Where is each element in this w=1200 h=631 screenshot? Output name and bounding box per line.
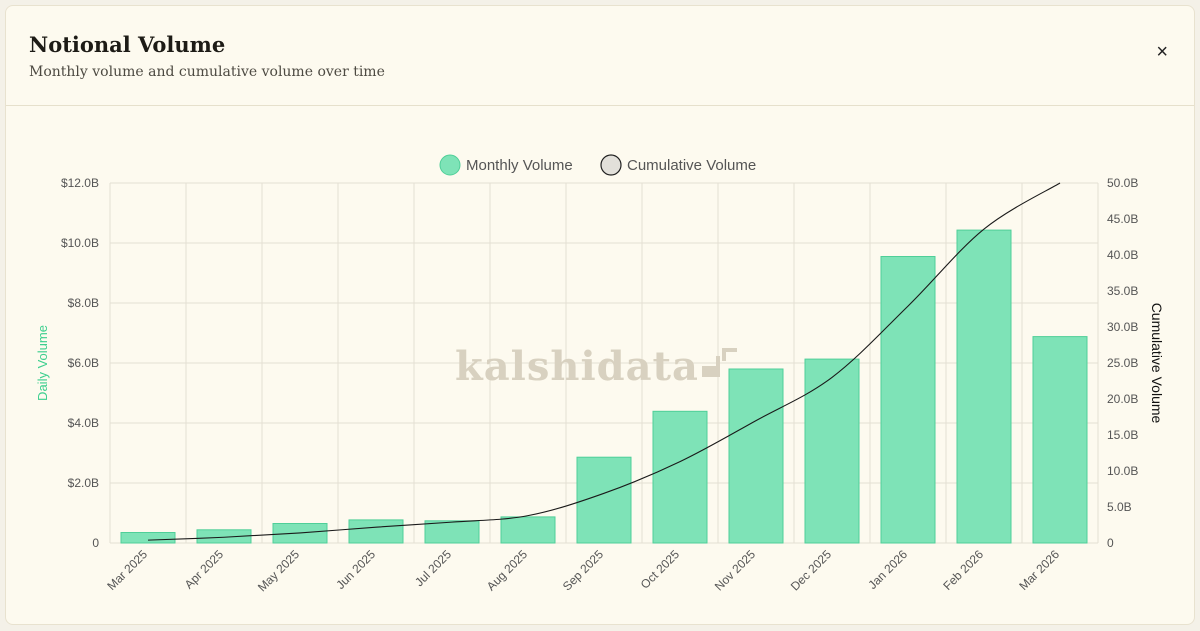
bar-monthly-volume bbox=[728, 368, 784, 544]
right-axis-tick-label: 0 bbox=[1107, 536, 1114, 550]
right-axis-tick-label: 45.0B bbox=[1107, 212, 1138, 226]
x-axis-tick-label: Mar 2025 bbox=[104, 547, 150, 593]
legend-swatch-cumulative-volume bbox=[600, 154, 622, 176]
watermark-logo-mark bbox=[722, 348, 737, 361]
right-axis-tick-label: 5.0B bbox=[1107, 500, 1132, 514]
watermark-text: kalshidata bbox=[455, 343, 699, 390]
x-axis-tick-label: Jul 2025 bbox=[412, 547, 454, 589]
legend-label-cumulative-volume: Cumulative Volume bbox=[627, 157, 756, 174]
x-axis-tick-label: Dec 2025 bbox=[788, 547, 834, 593]
right-axis-tick-label: 10.0B bbox=[1107, 464, 1138, 478]
bar-monthly-volume bbox=[652, 410, 708, 544]
x-axis-tick-label: Jan 2026 bbox=[865, 547, 910, 592]
bar-monthly-volume bbox=[500, 516, 556, 544]
modal-header: Notional Volume Monthly volume and cumul… bbox=[6, 6, 1194, 106]
right-axis-tick-label: 30.0B bbox=[1107, 320, 1138, 334]
legend-label-monthly-volume: Monthly Volume bbox=[466, 157, 573, 174]
left-axis-tick-label: 0 bbox=[92, 536, 99, 550]
right-axis-tick-label: 20.0B bbox=[1107, 392, 1138, 406]
left-axis-tick-label: $12.0B bbox=[61, 176, 99, 190]
x-axis-tick-label: Oct 2025 bbox=[638, 547, 683, 592]
bar-monthly-volume bbox=[196, 529, 252, 544]
bar-monthly-volume bbox=[348, 519, 404, 544]
left-axis-title: Daily Volume bbox=[35, 325, 50, 401]
x-axis-tick-label: Feb 2026 bbox=[940, 547, 986, 593]
right-axis-tick-label: 35.0B bbox=[1107, 284, 1138, 298]
bar-monthly-volume bbox=[424, 520, 480, 544]
bar-monthly-volume bbox=[956, 229, 1012, 544]
x-axis-tick-label: Jun 2025 bbox=[333, 547, 378, 592]
right-axis-tick-label: 25.0B bbox=[1107, 356, 1138, 370]
legend-swatch-monthly-volume bbox=[439, 154, 461, 176]
x-axis-tick-label: Aug 2025 bbox=[484, 547, 530, 593]
right-axis-title: Cumulative Volume bbox=[1149, 303, 1165, 424]
left-axis-tick-label: $10.0B bbox=[61, 236, 99, 250]
x-axis-tick-label: Sep 2025 bbox=[560, 547, 606, 593]
left-axis-tick-label: $4.0B bbox=[68, 416, 99, 430]
left-axis-tick-label: $6.0B bbox=[68, 356, 99, 370]
bar-monthly-volume bbox=[1032, 336, 1088, 544]
x-axis-tick-label: May 2025 bbox=[255, 547, 302, 594]
bar-monthly-volume bbox=[804, 358, 860, 544]
x-axis-tick-label: Nov 2025 bbox=[712, 547, 758, 593]
right-axis-tick-label: 50.0B bbox=[1107, 176, 1138, 190]
left-axis-tick-label: $2.0B bbox=[68, 476, 99, 490]
right-axis-tick-label: 15.0B bbox=[1107, 428, 1138, 442]
bar-monthly-volume bbox=[120, 532, 176, 544]
left-axis-tick-label: $8.0B bbox=[68, 296, 99, 310]
line-cumulative-volume bbox=[147, 182, 1061, 541]
x-axis-tick-label: Apr 2025 bbox=[182, 547, 227, 592]
watermark-logo-mark bbox=[702, 356, 720, 377]
bar-monthly-volume bbox=[880, 256, 936, 544]
modal-subtitle: Monthly volume and cumulative volume ove… bbox=[29, 64, 385, 80]
right-axis-tick-label: 40.0B bbox=[1107, 248, 1138, 262]
close-icon[interactable]: × bbox=[1156, 41, 1168, 63]
modal-title: Notional Volume bbox=[29, 32, 226, 57]
x-axis-tick-label: Mar 2026 bbox=[1016, 547, 1062, 593]
